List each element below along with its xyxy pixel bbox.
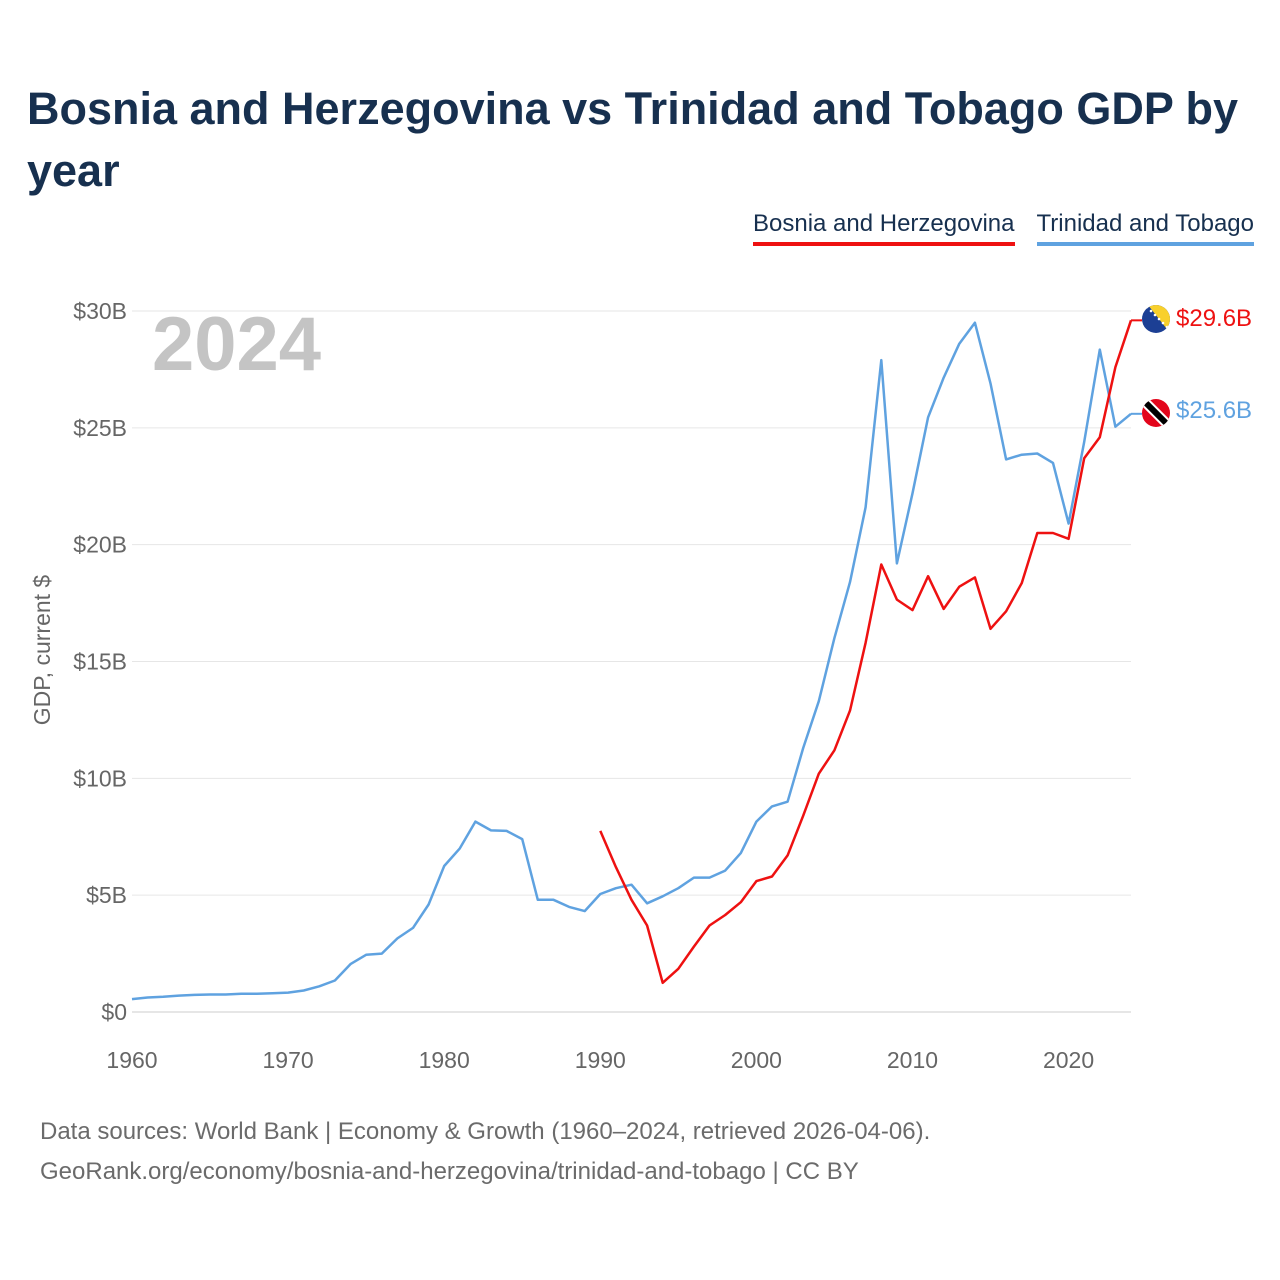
sources-line-2[interactable]: GeoRank.org/economy/bosnia-and-herzegovi… xyxy=(40,1158,859,1185)
x-tick-label: 1990 xyxy=(575,1047,626,1073)
y-tick-label: $20B xyxy=(73,532,127,558)
bosnia-flag-icon xyxy=(1142,305,1170,333)
line-chart: $0$5B$10B$15B$20B$25B$30B 1960 1970 1980 19… xyxy=(29,298,1252,1073)
x-tick-label: 1960 xyxy=(106,1047,157,1073)
y-tick-label: $10B xyxy=(73,765,127,791)
x-tick-label: 2010 xyxy=(887,1047,938,1073)
trinidad-flag-icon xyxy=(1142,399,1170,427)
y-tick-label: $0 xyxy=(101,999,127,1025)
x-tick-label: 2020 xyxy=(1043,1047,1094,1073)
chart-title: Bosnia and Herzegovina vs Trinidad and T… xyxy=(27,83,1239,196)
y-tick-label: $5B xyxy=(86,882,127,908)
legend: Bosnia and Herzegovina Trinidad and Toba… xyxy=(752,210,1254,246)
y-axis-ticks: $0 $5B $10B $15B $20B $25B $30B xyxy=(73,298,127,1025)
grid-lines xyxy=(132,310,1131,1013)
x-axis-ticks: 1960 1970 1980 1990 2000 2010 2020 xyxy=(106,1047,1094,1073)
end-label-trinidad: $25.6B xyxy=(1176,397,1252,424)
year-label: 2024 xyxy=(152,302,321,387)
data-sources: Data sources: World Bank | Economy & Gro… xyxy=(40,1112,1240,1192)
legend-item-bosnia[interactable]: Bosnia and Herzegovina xyxy=(752,210,1015,246)
series-line-trinidad[interactable] xyxy=(131,321,1132,1001)
x-tick-label: 1970 xyxy=(263,1047,314,1073)
series-line-bosnia[interactable] xyxy=(599,319,1133,985)
x-tick-label: 1980 xyxy=(419,1047,470,1073)
legend-item-trinidad[interactable]: Trinidad and Tobago xyxy=(1036,210,1254,246)
x-tick-label: 2000 xyxy=(731,1047,782,1073)
series-lines xyxy=(131,319,1142,1001)
y-tick-label: $15B xyxy=(73,649,127,675)
y-axis-label: GDP, current $ xyxy=(29,575,55,726)
y-tick-label: $25B xyxy=(73,415,127,441)
y-tick-label: $30B xyxy=(73,298,127,324)
sources-line-1: Data sources: World Bank | Economy & Gro… xyxy=(40,1118,931,1145)
end-label-bosnia: $29.6B xyxy=(1176,305,1252,332)
